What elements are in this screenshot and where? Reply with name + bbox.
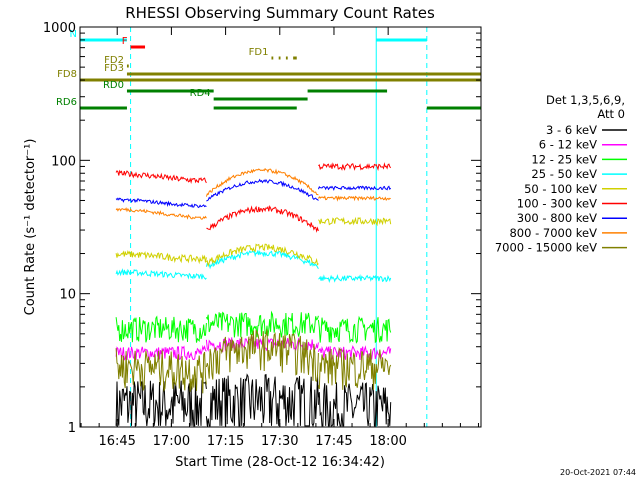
flag-label-fd8: FD8 — [57, 69, 77, 80]
flag-label-fd3: FD3 — [104, 63, 124, 74]
legend-label-4: 50 - 100 keV — [524, 182, 597, 196]
x-tick-label-2: 17:15 — [207, 434, 244, 449]
x-axis-label: Start Time (28-Oct-12 16:34:42) — [175, 455, 385, 470]
y-tick-label-0: 1 — [68, 421, 76, 436]
series-line-8 — [115, 329, 392, 394]
x-tick-label-5: 18:00 — [369, 434, 406, 449]
x-tick-label-3: 17:30 — [261, 434, 298, 449]
legend-subtitle: Att 0 — [597, 107, 625, 121]
y-axis-label: Count Rate (s⁻¹ detector⁻¹) — [23, 139, 38, 316]
flag-label-rd0: RD0 — [103, 80, 124, 91]
series-line-0 — [115, 373, 392, 428]
series-line-7 — [115, 167, 391, 220]
series-group — [115, 162, 392, 428]
y-tick-label-3: 1000 — [43, 21, 76, 36]
y-tick-label-1: 10 — [59, 288, 76, 303]
legend-label-6: 300 - 800 keV — [517, 211, 597, 225]
legend-label-1: 6 - 12 keV — [539, 138, 597, 152]
y-tick-label-2: 100 — [51, 154, 76, 169]
legend-label-2: 12 - 25 keV — [531, 152, 597, 166]
x-tick-label-0: 16:45 — [98, 434, 135, 449]
legend-title: Det 1,3,5,6,9, — [546, 93, 625, 107]
legend-label-5: 100 - 300 keV — [517, 197, 597, 211]
series-line-6 — [115, 178, 392, 209]
flag-label-fd2: FD2 — [104, 55, 124, 66]
series-line-5 — [115, 162, 392, 233]
flag-label-rd4: RD4 — [190, 88, 211, 99]
legend-label-7: 800 - 7000 keV — [509, 226, 597, 240]
flag-label-n: N — [70, 29, 77, 40]
generation-timestamp: 20-Oct-2021 07:44 — [560, 468, 636, 477]
legend-label-3: 25 - 50 keV — [531, 167, 597, 181]
axes: 16:45 17:00 17:15 17:30 17:45 18:00 1 10 100 1000 — [43, 21, 481, 449]
plot-frame — [79, 26, 482, 428]
legend-label-8: 7000 - 15000 keV — [495, 241, 597, 255]
flag-label-rd6: RD6 — [56, 97, 77, 108]
flag-label-fd1: FD1 — [249, 47, 269, 58]
legend-label-0: 3 - 6 keV — [546, 123, 597, 137]
x-tick-label-4: 17:45 — [315, 434, 352, 449]
series-line-2 — [115, 310, 392, 344]
flag-label-f: F — [122, 36, 128, 47]
series-line-4 — [115, 216, 392, 268]
x-tick-label-1: 17:00 — [153, 434, 190, 449]
chart-title: RHESSI Observing Summary Count Rates — [125, 4, 435, 22]
